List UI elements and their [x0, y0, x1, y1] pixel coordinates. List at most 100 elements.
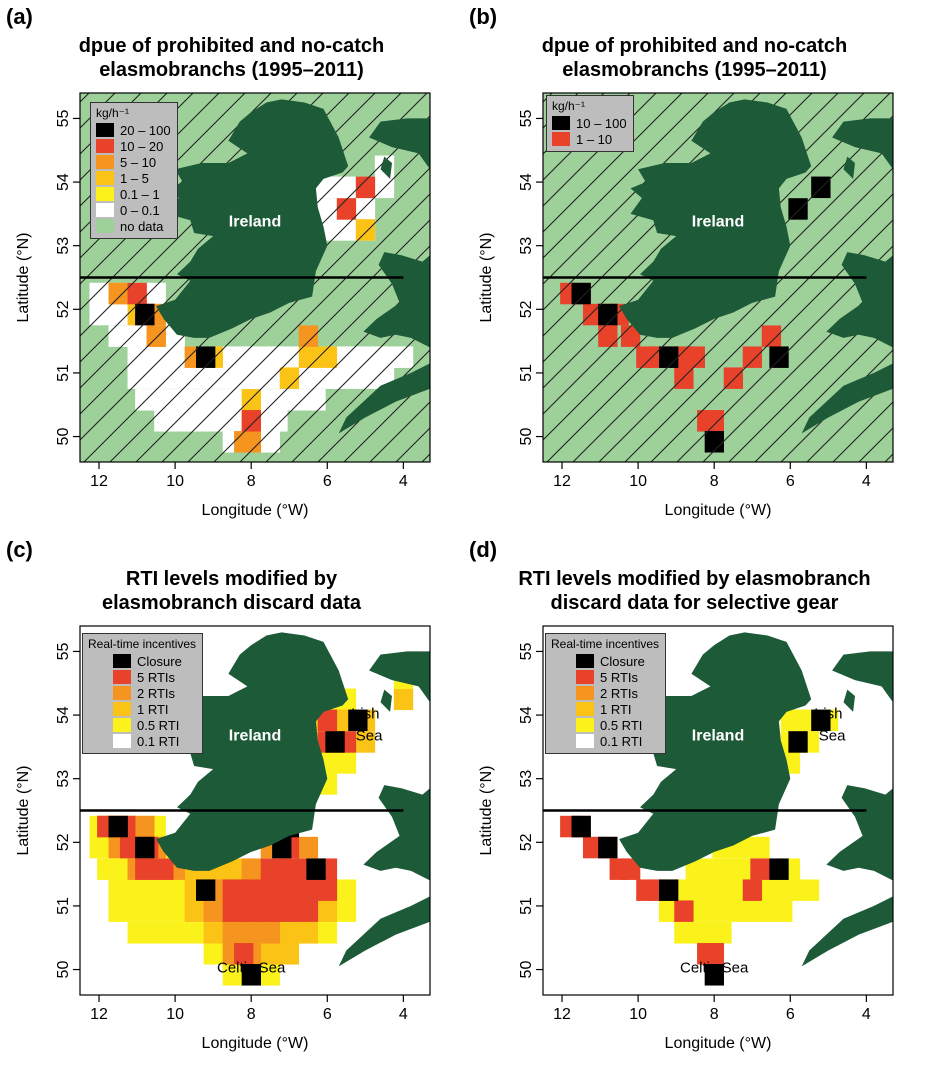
legend-swatch — [113, 670, 131, 684]
grid-cell — [773, 900, 793, 922]
legend-label: 10 – 100 — [576, 115, 627, 131]
x-axis-label: Longitude (°W) — [202, 502, 309, 519]
legend-item: 0 – 0.1 — [96, 202, 171, 218]
panel-title-line-1: RTI levels modified by elasmobranch — [518, 568, 871, 590]
grid-cell — [222, 900, 242, 922]
grid-cell — [146, 879, 166, 901]
y-tick-label: 55 — [55, 642, 72, 660]
grid-cell — [97, 858, 117, 880]
grid-cell — [674, 922, 694, 944]
legend-item: Closure — [88, 653, 196, 669]
grid-cell — [693, 922, 713, 944]
grid-cell — [571, 815, 591, 838]
grid-cell — [241, 879, 262, 901]
x-tick-label: 12 — [553, 1006, 571, 1023]
map-d: 12 10 8 6 4 50 51 52 53 54 55 Longitude (°W) Latitud… — [478, 625, 894, 1052]
grid-cell — [716, 900, 736, 922]
grid-cell — [203, 922, 223, 944]
legend-d: Real-time incentives Closure 5 RTIs 2 RTIs 1… — [545, 633, 667, 754]
grid-cell — [704, 964, 725, 986]
y-tick-label: 51 — [518, 364, 535, 382]
y-tick-label: 51 — [55, 364, 72, 382]
grid-cell — [620, 858, 641, 880]
grid-cell — [260, 943, 281, 965]
grid-cell — [279, 858, 300, 880]
legend-label: 5 – 10 — [120, 154, 157, 170]
isle-of-man-landmass — [843, 689, 855, 712]
y-tick-label: 55 — [518, 642, 535, 660]
grid-cell — [723, 858, 744, 880]
grid-cell — [89, 836, 109, 859]
grid-cell — [241, 964, 262, 986]
grid-cell — [260, 922, 281, 944]
grid-cell — [780, 709, 801, 732]
cornwall-landmass — [338, 896, 430, 967]
grid-cell — [184, 900, 204, 922]
grid-cell — [348, 709, 368, 732]
grid-cell — [306, 858, 326, 880]
x-tick-label: 8 — [710, 473, 719, 490]
grid-cell — [260, 964, 281, 986]
legend-swatch — [576, 718, 594, 732]
grid-cell — [704, 858, 725, 880]
panel-title: RTI levels modified by elasmobranch disc… — [463, 567, 926, 615]
y-tick-label: 54 — [55, 173, 72, 191]
x-tick-label: 12 — [553, 473, 571, 490]
grid-cell — [184, 922, 204, 944]
x-tick-label: 4 — [862, 1006, 871, 1023]
cornwall-landmass — [801, 896, 893, 967]
legend-item: 1 RTI — [551, 701, 659, 717]
grid-cell — [119, 836, 140, 859]
legend-item: 5 RTIs — [551, 669, 659, 685]
grid-cell — [761, 879, 782, 901]
grid-cell — [135, 815, 155, 838]
legend-label: Closure — [137, 653, 182, 669]
y-tick-label: 52 — [55, 300, 72, 318]
place-label: Ireland — [692, 214, 744, 231]
panel-title-line-1: dpue of prohibited and no-catch — [541, 35, 848, 57]
x-tick-label: 4 — [862, 473, 871, 490]
grid-cell — [723, 879, 744, 901]
place-label: Ireland — [229, 728, 281, 745]
x-tick-label: 10 — [166, 1006, 184, 1023]
grid-cell — [750, 858, 770, 880]
legend-label: 1 RTI — [600, 701, 632, 717]
legend-item: 1 – 5 — [96, 170, 171, 186]
legend-item: 10 – 100 — [552, 115, 627, 131]
y-axis-label: Latitude (°N) — [478, 233, 495, 323]
grid-cell — [241, 858, 262, 880]
x-axis-label: Longitude (°W) — [202, 1035, 309, 1052]
panel-title-line-1: RTI levels modified by — [125, 568, 338, 590]
grid-cell — [146, 922, 166, 944]
plot-frame — [79, 625, 431, 996]
wales-landmass — [363, 252, 430, 348]
legend-title: kg/h⁻¹ — [552, 99, 586, 113]
grid-cell — [279, 943, 300, 965]
x-tick-label: 4 — [399, 473, 408, 490]
y-tick-label: 50 — [55, 961, 72, 979]
grid-cell — [325, 731, 345, 753]
grid-cell — [279, 879, 300, 901]
x-tick-label: 10 — [629, 1006, 647, 1023]
panel-label: (b) — [469, 4, 498, 29]
map-area — [80, 93, 430, 462]
legend-label: 5 RTIs — [137, 669, 176, 685]
legend-label: 0.1 RTI — [137, 733, 180, 749]
grid-cell — [298, 879, 319, 901]
legend-item: 20 – 100 — [96, 122, 171, 138]
grid-cell — [754, 900, 774, 922]
legend-item: 1 – 10 — [552, 131, 627, 147]
grid-cell — [165, 879, 185, 901]
grid-cell — [674, 900, 694, 922]
legend-label: 1 – 10 — [576, 131, 613, 147]
x-tick-label: 6 — [786, 473, 795, 490]
grid-cell — [685, 858, 705, 880]
x-tick-label: 8 — [247, 1006, 256, 1023]
y-tick-label: 52 — [55, 833, 72, 851]
legend-item: no data — [96, 218, 171, 234]
grid-cell — [788, 731, 808, 753]
grid-cell — [697, 900, 717, 922]
y-tick-label: 54 — [518, 706, 535, 724]
grid-cell — [811, 709, 831, 732]
